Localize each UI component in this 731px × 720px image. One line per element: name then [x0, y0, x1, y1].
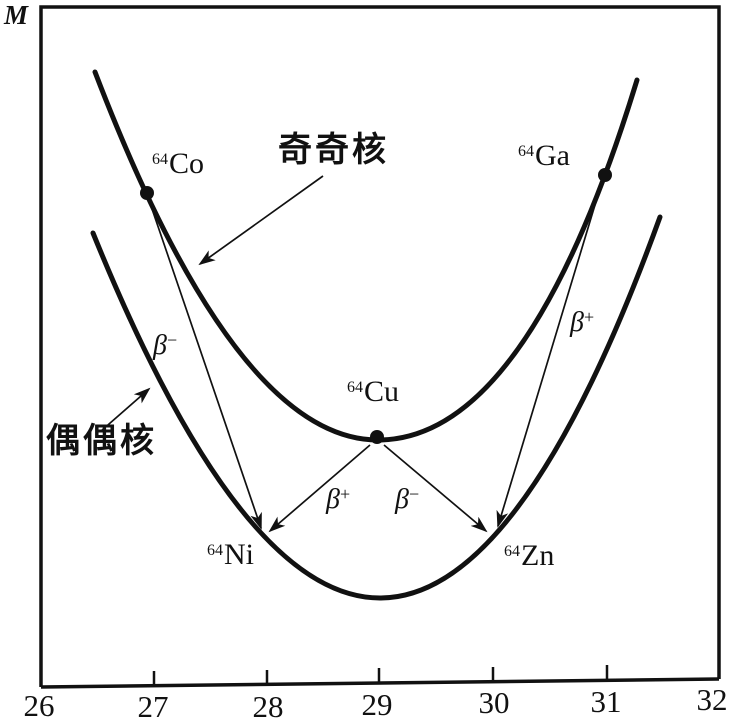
plot-border	[39, 5, 721, 687]
x-axis-ticks	[152, 665, 609, 685]
symbol-ni: Ni	[224, 538, 254, 571]
beta-sign-cu-zn: −	[408, 484, 420, 504]
arrow-cu-to-ni-beta-plus	[268, 444, 371, 533]
point-64co	[140, 186, 154, 200]
mass-number-co: 64	[152, 151, 168, 168]
symbol-co: Co	[169, 147, 205, 180]
beta-minus-label-co-ni: β−	[153, 331, 177, 360]
nuclide-label-64cu: 64Cu	[347, 377, 399, 407]
beta-sign-co-ni: −	[166, 330, 178, 350]
nuclide-label-64ga: 64Ga	[518, 141, 570, 171]
symbol-cu: Cu	[364, 375, 400, 408]
x-tick-label-26: 26	[23, 688, 55, 720]
arrow-co-to-ni-beta-minus	[149, 202, 262, 530]
x-tick-label-32: 32	[696, 682, 728, 717]
beta-symbol-cu-ni: β	[326, 484, 340, 515]
even-even-annotation: 偶偶核	[46, 423, 157, 460]
mass-number-ni: 64	[207, 542, 223, 559]
beta-plus-label-ga-zn: β+	[570, 308, 594, 337]
arrow-odd-odd-pointer	[198, 175, 324, 266]
annotation-pointers	[100, 175, 324, 432]
x-tick-label-28: 28	[252, 689, 284, 720]
x-tick-label-27: 27	[137, 689, 169, 720]
beta-minus-label-cu-zn: β−	[395, 485, 419, 514]
y-axis-label: M	[4, 0, 29, 30]
mass-number-cu: 64	[347, 379, 363, 396]
beta-plus-label-cu-ni: β+	[326, 485, 350, 514]
nuclide-label-64co: 64Co	[152, 149, 204, 179]
beta-symbol-cu-zn: β	[395, 484, 409, 515]
x-tick-label-29: 29	[361, 687, 393, 720]
beta-symbol-co-ni: β	[153, 330, 167, 361]
x-axis-line	[40, 677, 720, 689]
beta-sign-ga-zn: +	[583, 307, 595, 327]
arrow-even-even-pointer	[100, 387, 151, 432]
arrow-cu-to-zn-beta-minus	[383, 444, 488, 533]
even-even-parabola	[90, 214, 663, 601]
point-64ga	[598, 168, 612, 182]
x-tick-label-30: 30	[478, 685, 510, 720]
point-64cu	[370, 430, 384, 444]
mass-number-zn: 64	[504, 543, 520, 560]
odd-odd-annotation: 奇奇核	[278, 132, 389, 169]
nuclide-label-64zn: 64Zn	[504, 541, 554, 571]
symbol-ga: Ga	[535, 139, 570, 172]
decay-arrows	[149, 184, 602, 533]
arrow-ga-to-zn-beta-plus	[496, 184, 602, 528]
beta-symbol-ga-zn: β	[570, 307, 584, 338]
mass-number-ga: 64	[518, 143, 534, 160]
symbol-zn: Zn	[521, 539, 555, 572]
beta-sign-cu-ni: +	[339, 484, 351, 504]
x-tick-label-31: 31	[590, 684, 622, 719]
nuclide-label-64ni: 64Ni	[207, 540, 254, 570]
